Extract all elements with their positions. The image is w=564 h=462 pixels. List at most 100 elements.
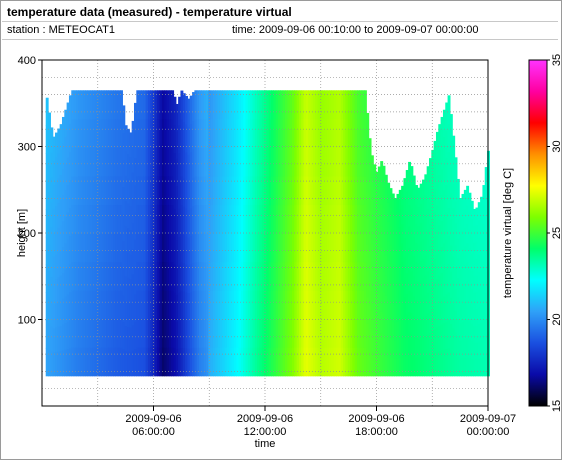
heatmap-cell [201, 261, 205, 291]
heatmap-cell [171, 147, 175, 177]
heatmap-cell [475, 291, 479, 310]
heatmap-cell [59, 124, 63, 150]
heatmap-cell [87, 290, 91, 320]
heatmap-cell [78, 118, 82, 148]
heatmap-cell [152, 318, 156, 348]
heatmap-cell [110, 175, 114, 206]
heatmap-cell [424, 254, 428, 276]
heatmap-cell [268, 175, 272, 206]
heatmap-cell [289, 233, 293, 263]
heatmap-cell [259, 118, 263, 148]
heatmap-cell [194, 261, 198, 291]
heatmap-cell [347, 233, 351, 263]
heatmap-cell [250, 147, 254, 177]
heatmap-cell [178, 96, 182, 126]
heatmap-cell [275, 347, 279, 377]
heatmap-cell [459, 251, 463, 270]
heatmap-cell [110, 204, 114, 234]
heatmap-cell [370, 243, 374, 267]
heatmap-cell [66, 293, 70, 322]
heatmap-cell [303, 90, 307, 120]
heatmap-cell [324, 90, 328, 120]
heatmap-cell [331, 90, 335, 120]
heatmap-cell [338, 118, 342, 148]
colorbar-tick-label: 20 [551, 313, 563, 325]
heatmap-cell [240, 290, 244, 320]
heatmap-cell [405, 170, 409, 192]
heatmap-cell [319, 318, 323, 348]
heatmap-cell [345, 90, 349, 120]
heatmap-cell [336, 147, 339, 177]
heatmap-cell [243, 118, 247, 148]
heatmap-cell [173, 96, 177, 126]
heatmap-cell [356, 233, 360, 263]
heatmap-cell [431, 240, 435, 264]
heatmap-cell [452, 327, 456, 353]
heatmap-cell [394, 269, 398, 288]
heatmap-cell [480, 232, 484, 252]
chart-title: temperature data (measured) - temperatur… [7, 5, 292, 19]
heatmap-cell [168, 147, 172, 177]
heatmap-cell [477, 202, 481, 221]
heatmap-cell [387, 356, 391, 377]
heatmap-cell [103, 318, 107, 348]
heatmap-cell [152, 290, 156, 320]
heatmap-cell [238, 233, 242, 263]
heatmap-cell [324, 233, 328, 263]
heatmap-cell [250, 347, 254, 377]
heatmap-cell [459, 357, 463, 377]
heatmap-cell [289, 147, 293, 177]
heatmap-cell [96, 175, 100, 206]
heatmap-cell [168, 318, 172, 348]
heatmap-cell [55, 229, 58, 255]
heatmap-cell [422, 218, 425, 240]
heatmap-cell [196, 318, 200, 348]
heatmap-cell [475, 358, 479, 377]
heatmap-cell [80, 118, 84, 148]
heatmap-cell [136, 233, 140, 263]
heatmap-cell [50, 301, 54, 327]
heatmap-cell [401, 223, 405, 244]
heatmap-cell [343, 118, 346, 148]
heatmap-cell [127, 276, 130, 303]
heatmap-cell [352, 90, 356, 120]
heatmap-cell [96, 118, 100, 148]
heatmap-cell [199, 204, 202, 234]
heatmap-cell [366, 165, 370, 193]
heatmap-cell [145, 147, 149, 177]
heatmap-cell [303, 347, 307, 377]
heatmap-cell [303, 290, 307, 320]
heatmap-cell [222, 90, 226, 120]
heatmap-cell [78, 318, 82, 348]
heatmap-cell [66, 184, 70, 213]
heatmap-cell [215, 175, 219, 206]
heatmap-cell [192, 233, 195, 263]
heatmap-cell [268, 147, 272, 177]
heatmap-cell [380, 204, 384, 227]
heatmap-cell [401, 299, 405, 320]
heatmap-cell [377, 333, 381, 356]
heatmap-cell [64, 136, 68, 164]
heatmap-cell [317, 290, 321, 320]
heatmap-cell [150, 175, 154, 206]
heatmap-cell [405, 252, 409, 274]
heatmap-cell [52, 351, 56, 377]
heatmap-cell [50, 251, 54, 278]
heatmap-cell [129, 254, 133, 280]
colorbar-tick-label: 25 [551, 227, 563, 239]
heatmap-cell [333, 318, 337, 348]
heatmap-cell [326, 347, 330, 377]
heatmap-cell [150, 147, 154, 177]
heatmap-cell [103, 118, 107, 148]
heatmap-cell [147, 90, 151, 120]
heatmap-cell [219, 90, 223, 120]
heatmap-cell [398, 282, 402, 302]
heatmap-cell [368, 185, 372, 211]
heatmap-cell [259, 318, 263, 348]
heatmap-cell [108, 147, 112, 177]
heatmap-cell [354, 233, 358, 263]
heatmap-cell [48, 112, 51, 140]
heatmap-cell [384, 315, 388, 337]
heatmap-cell [196, 204, 200, 234]
heatmap-cell [336, 175, 339, 206]
